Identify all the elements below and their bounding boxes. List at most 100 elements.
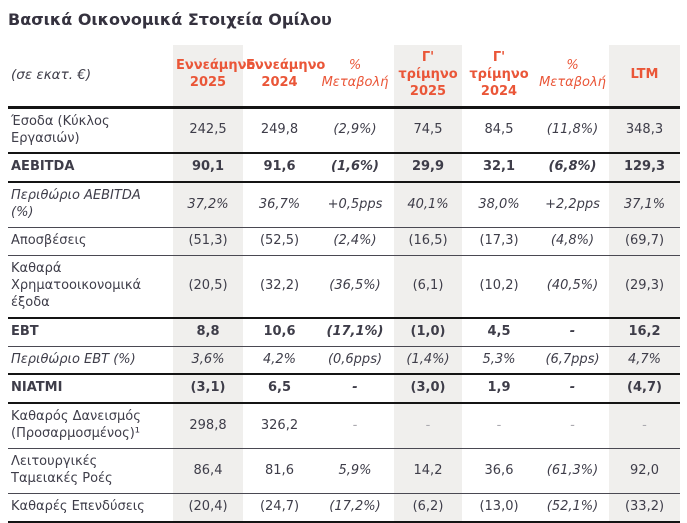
cell: (4,8%) <box>536 227 609 257</box>
cell: 5,9% <box>316 448 394 494</box>
cell: (32,2) <box>243 255 316 319</box>
cell: 10,6 <box>243 317 316 347</box>
cell: 249,8 <box>243 107 316 155</box>
cell: 91,6 <box>243 153 316 184</box>
table-row: Αποσβέσεις (51,3) (52,5) (2,4%) (16,5) (17,3)… <box>8 227 680 257</box>
row-label: Λειτουργικές Ταμειακές Ροές <box>8 448 173 494</box>
cell: (2,9%) <box>316 107 394 155</box>
cell: 37,2% <box>173 182 243 229</box>
cell: 29,9 <box>394 153 462 184</box>
cell: (6,2) <box>394 493 462 523</box>
table-row: AEBITDA 90,1 91,6 (1,6%) 29,9 32,1 (6,8%) 129,3 <box>8 153 680 184</box>
row-label: AEBITDA <box>8 153 173 184</box>
cell: - <box>609 403 680 450</box>
cell: - <box>536 374 609 405</box>
row-label: Καθαρός Δανεισμός (Προσαρμοσμένος)¹ <box>8 403 173 450</box>
cell: 32,1 <box>462 153 536 184</box>
unit-header: (σε εκατ. €) <box>8 45 173 109</box>
cell: (3,1) <box>173 374 243 405</box>
cell: 74,5 <box>394 107 462 155</box>
cell: 3,6% <box>173 346 243 376</box>
cell: (11,8%) <box>536 107 609 155</box>
cell: (33,2) <box>609 493 680 523</box>
cell: 8,8 <box>173 317 243 347</box>
cell: 5,3% <box>462 346 536 376</box>
table-row: Περιθώριο EBT (%) 3,6% 4,2% (0,6pps) (1,4%) 5… <box>8 346 680 376</box>
cell: (20,4) <box>173 493 243 523</box>
cell: - <box>394 403 462 450</box>
cell: (40,5%) <box>536 255 609 319</box>
cell: 4,2% <box>243 346 316 376</box>
cell: 4,7% <box>609 346 680 376</box>
cell: (6,8%) <box>536 153 609 184</box>
cell: 81,6 <box>243 448 316 494</box>
column-header: Εννεάμηνο 2025 <box>173 45 255 109</box>
cell: 92,0 <box>609 448 680 494</box>
cell: (52,1%) <box>536 493 609 523</box>
cell: 16,2 <box>609 317 680 347</box>
cell: (0,6pps) <box>316 346 394 376</box>
cell: - <box>316 374 394 405</box>
column-header: Εννεάμηνο 2024 <box>243 45 325 109</box>
cell: 298,8 <box>173 403 243 450</box>
cell: - <box>536 403 609 450</box>
cell: 326,2 <box>243 403 316 450</box>
cell: (17,2%) <box>316 493 394 523</box>
table-row: NIATMI (3,1) 6,5- (3,0) 1,9- (4,7) <box>8 374 680 405</box>
cell: (3,0) <box>394 374 462 405</box>
cell: (13,0) <box>462 493 536 523</box>
cell: (29,3) <box>609 255 680 319</box>
cell: (1,6%) <box>316 153 394 184</box>
column-header: % Μεταβολή <box>316 45 394 109</box>
table-row: EBT 8,8 10,6 (17,1%) (1,0) 4,5-16,2 <box>8 317 680 347</box>
column-header: % Μεταβολή <box>536 45 609 109</box>
cell: (51,3) <box>173 227 243 257</box>
cell: (24,7) <box>243 493 316 523</box>
cell: - <box>316 403 394 450</box>
table-row: Καθαρός Δανεισμός (Προσαρμοσμένος)¹ 298,8… <box>8 403 680 450</box>
row-label: Περιθώριο AEBITDA (%) <box>8 182 173 229</box>
cell: 38,0% <box>462 182 536 229</box>
column-header: LTM <box>609 45 680 109</box>
cell: 4,5 <box>462 317 536 347</box>
cell: (10,2) <box>462 255 536 319</box>
cell: (1,0) <box>394 317 462 347</box>
table-row: Έσοδα (Κύκλος Εργασιών) 242,5 249,8 (2,9%) 7… <box>8 107 680 155</box>
row-label: Καθαρές Επενδύσεις <box>8 493 173 523</box>
cell: 36,6 <box>462 448 536 494</box>
cell: 242,5 <box>173 107 243 155</box>
cell: (6,7pps) <box>536 346 609 376</box>
page-title: Βασικά Οικονομικά Στοιχεία Ομίλου <box>8 10 332 29</box>
cell: (69,7) <box>609 227 680 257</box>
cell: - <box>462 403 536 450</box>
cell: 90,1 <box>173 153 243 184</box>
cell: (17,1%) <box>316 317 394 347</box>
cell: (4,7) <box>609 374 680 405</box>
cell: 36,7% <box>243 182 316 229</box>
table-row: Λειτουργικές Ταμειακές Ροές 86,4 81,6 5,9% 1… <box>8 448 680 494</box>
cell: 84,5 <box>462 107 536 155</box>
cell: 14,2 <box>394 448 462 494</box>
cell: (52,5) <box>243 227 316 257</box>
cell: 86,4 <box>173 448 243 494</box>
cell: 6,5 <box>243 374 316 405</box>
cell: 129,3 <box>609 153 680 184</box>
cell: (20,5) <box>173 255 243 319</box>
row-label: Αποσβέσεις <box>8 227 173 257</box>
cell: - <box>536 317 609 347</box>
table-row: Καθαρές Επενδύσεις (20,4) (24,7) (17,2%) (6,… <box>8 493 680 523</box>
table-row: Περιθώριο AEBITDA (%) 37,2% 36,7% +0,5pps 40… <box>8 182 680 229</box>
row-label: Περιθώριο EBT (%) <box>8 346 173 376</box>
cell: 37,1% <box>609 182 680 229</box>
row-label: Καθαρά Χρηματοοικονομικά έξοδα <box>8 255 173 319</box>
table-body: Έσοδα (Κύκλος Εργασιών) 242,5 249,8 (2,9%) 7… <box>8 107 680 523</box>
cell: 348,3 <box>609 107 680 155</box>
cell: 40,1% <box>394 182 462 229</box>
cell: (16,5) <box>394 227 462 257</box>
row-label: EBT <box>8 317 173 347</box>
cell: (2,4%) <box>316 227 394 257</box>
row-label: Έσοδα (Κύκλος Εργασιών) <box>8 107 173 155</box>
cell: +2,2pps <box>536 182 609 229</box>
cell: (36,5%) <box>316 255 394 319</box>
